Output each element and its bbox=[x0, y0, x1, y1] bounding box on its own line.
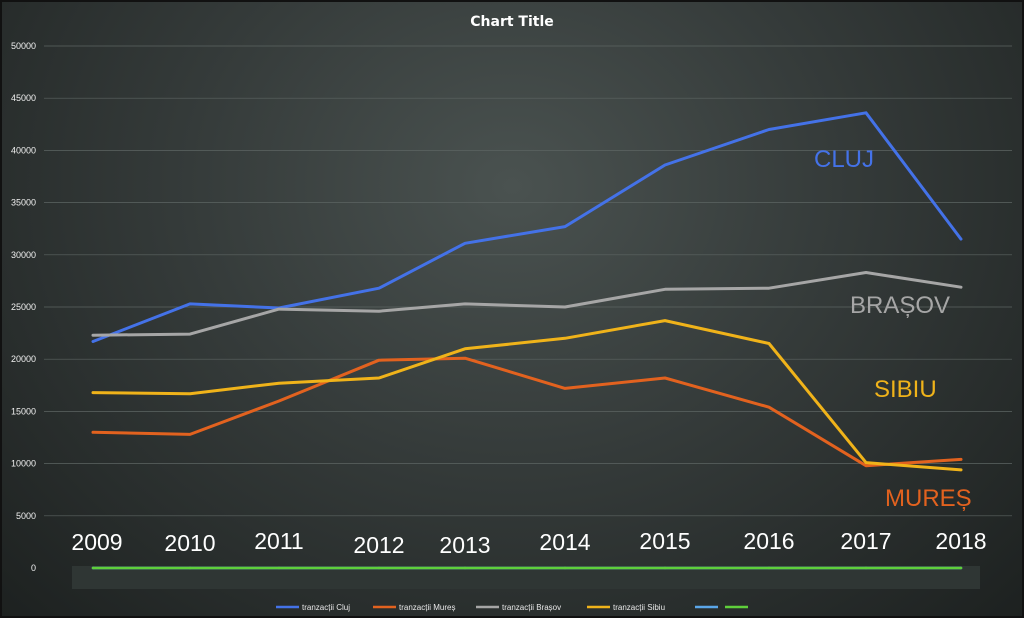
x-tick-label: 2015 bbox=[639, 528, 690, 554]
data-point bbox=[663, 566, 667, 570]
x-tick-label: 2011 bbox=[254, 528, 303, 554]
series-2 bbox=[91, 271, 963, 337]
axis-band bbox=[72, 566, 980, 589]
y-tick-label: 15000 bbox=[11, 406, 36, 416]
series-line bbox=[91, 111, 963, 343]
data-point bbox=[91, 431, 95, 434]
series-annotation-label: BRAȘOV bbox=[850, 292, 950, 319]
data-point bbox=[463, 357, 467, 360]
series-line bbox=[91, 271, 963, 337]
data-point bbox=[277, 399, 281, 403]
y-tick-label: 5000 bbox=[16, 511, 36, 521]
data-point bbox=[663, 376, 667, 380]
data-point bbox=[864, 111, 868, 115]
series-annotations: CLUJ BRAȘOV SIBIU MUREȘ bbox=[814, 146, 972, 512]
data-point bbox=[767, 566, 771, 570]
x-axis-ticks: 2009 2010 2011 2012 2013 2014 2015 2016 2017 2018 bbox=[71, 528, 986, 558]
data-point bbox=[188, 392, 192, 395]
data-point bbox=[463, 566, 467, 570]
data-point bbox=[277, 382, 281, 385]
series-annotation-label: SIBIU bbox=[874, 376, 937, 403]
data-point bbox=[959, 566, 963, 570]
data-point bbox=[959, 468, 963, 472]
y-tick-label: 35000 bbox=[11, 198, 36, 208]
series-line bbox=[91, 319, 963, 472]
legend-label: tranzacții Sibiu bbox=[613, 603, 665, 612]
y-tick-label: 10000 bbox=[11, 459, 36, 469]
legend: tranzacții Cluj tranzacții Mureș tranzacți… bbox=[276, 603, 748, 612]
legend-label: tranzacții Cluj bbox=[302, 603, 350, 612]
data-point bbox=[663, 163, 667, 167]
x-tick-label: 2013 bbox=[439, 532, 490, 558]
x-tick-label: 2012 bbox=[353, 532, 404, 558]
data-point bbox=[91, 566, 95, 570]
data-point bbox=[663, 288, 667, 291]
data-point bbox=[563, 387, 567, 390]
x-tick-label: 2018 bbox=[935, 528, 986, 554]
series-annotation-label: MUREȘ bbox=[885, 485, 972, 512]
x-tick-label: 2009 bbox=[71, 529, 122, 555]
data-point bbox=[767, 406, 771, 409]
data-point bbox=[864, 461, 868, 464]
data-point bbox=[864, 566, 868, 570]
data-point bbox=[277, 307, 281, 311]
data-point bbox=[188, 433, 192, 436]
series-1 bbox=[91, 356, 963, 468]
y-tick-label: 50000 bbox=[11, 41, 36, 51]
data-point bbox=[463, 242, 467, 245]
y-axis-ticks: 0 5000 10000 15000 20000 25000 30000 35000 40000… bbox=[11, 41, 36, 573]
x-tick-label: 2016 bbox=[743, 528, 794, 554]
data-point bbox=[563, 337, 567, 340]
x-tick-label: 2017 bbox=[840, 528, 891, 554]
y-tick-label: 0 bbox=[31, 563, 36, 573]
data-point bbox=[91, 391, 95, 394]
data-point bbox=[91, 334, 95, 337]
data-point bbox=[563, 305, 567, 309]
data-point bbox=[959, 286, 963, 289]
data-point bbox=[377, 566, 381, 570]
data-point bbox=[377, 376, 381, 380]
series-5 bbox=[91, 566, 963, 570]
data-point bbox=[463, 302, 467, 306]
data-point bbox=[377, 359, 381, 362]
series-lines bbox=[91, 111, 963, 570]
y-tick-label: 40000 bbox=[11, 145, 36, 155]
legend-label: tranzacții Mureș bbox=[399, 603, 455, 612]
y-tick-label: 20000 bbox=[11, 354, 36, 364]
series-line bbox=[91, 356, 963, 468]
data-point bbox=[663, 319, 667, 322]
data-point bbox=[563, 225, 567, 228]
data-point bbox=[188, 302, 192, 306]
data-point bbox=[463, 347, 467, 350]
data-point bbox=[864, 271, 868, 274]
chart-title: Chart Title bbox=[470, 14, 554, 30]
data-point bbox=[767, 342, 771, 345]
data-point bbox=[377, 287, 381, 290]
legend-label: tranzacții Brașov bbox=[502, 603, 561, 612]
data-point bbox=[563, 566, 567, 570]
x-tick-label: 2014 bbox=[539, 529, 590, 555]
y-tick-label: 30000 bbox=[11, 250, 36, 260]
series-annotation-label: CLUJ bbox=[814, 146, 874, 173]
x-tick-label: 2010 bbox=[164, 530, 215, 556]
data-point bbox=[377, 310, 381, 313]
data-point bbox=[188, 566, 192, 570]
data-point bbox=[767, 128, 771, 131]
data-point bbox=[277, 566, 281, 570]
data-point bbox=[959, 237, 963, 241]
y-tick-label: 45000 bbox=[11, 93, 36, 103]
data-point bbox=[188, 332, 192, 336]
data-point bbox=[864, 464, 868, 467]
series-3 bbox=[91, 319, 963, 472]
data-point bbox=[767, 287, 771, 290]
y-tick-label: 25000 bbox=[11, 302, 36, 312]
data-point bbox=[91, 340, 95, 343]
data-point bbox=[959, 458, 963, 461]
